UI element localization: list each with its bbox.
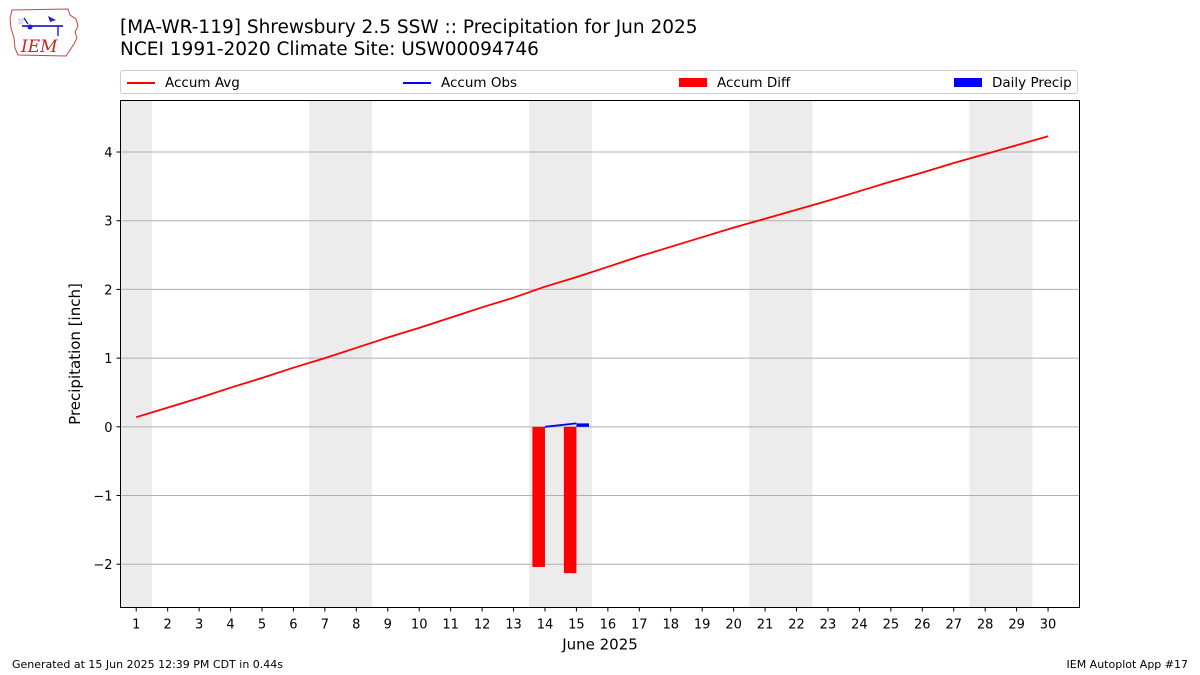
title-line-2: NCEI 1991-2020 Climate Site: USW00094746 [120, 39, 539, 60]
x-tick-label: 7 [321, 618, 329, 633]
y-tick-label: 4 [104, 146, 112, 161]
x-tick-label: 17 [631, 618, 648, 633]
y-tick-label: 2 [104, 283, 112, 298]
title-line-1: [MA-WR-119] Shrewsbury 2.5 SSW :: Precip… [120, 17, 698, 38]
x-tick-label: 22 [788, 618, 805, 633]
x-tick-label: 5 [258, 618, 266, 633]
x-tick-label: 2 [164, 618, 172, 633]
y-axis-label: Precipitation [inch] [66, 283, 84, 425]
legend-swatch-daily-precip [954, 78, 982, 87]
x-tick-label: 26 [914, 618, 931, 633]
legend-item-accum-avg: Accum Avg [127, 74, 240, 91]
x-tick-label: 29 [1008, 618, 1025, 633]
x-tick-label: 4 [226, 618, 234, 633]
x-tick-label: 18 [662, 618, 679, 633]
y-tick-label: −2 [93, 558, 112, 573]
legend-item-daily-precip: Daily Precip [954, 74, 1072, 91]
y-tick-label: 1 [104, 352, 112, 367]
legend-label-accum-diff: Accum Diff [717, 74, 791, 91]
x-tick-label: 1 [132, 618, 140, 633]
legend-label-daily-precip: Daily Precip [992, 74, 1072, 91]
weekend-band [309, 100, 373, 608]
x-tick-label: 10 [411, 618, 428, 633]
y-tick-label: 3 [104, 215, 112, 230]
weekend-band [749, 100, 813, 608]
x-tick-label: 11 [442, 618, 459, 633]
x-tick-label: 23 [820, 618, 837, 633]
x-tick-label: 15 [568, 618, 585, 633]
x-axis-label: June 2025 [561, 636, 638, 654]
series-line-accum-avg [135, 135, 1049, 419]
app-note: IEM Autoplot App #17 [1066, 658, 1189, 671]
x-tick-label: 12 [474, 618, 491, 633]
x-tick-label: 6 [289, 618, 297, 633]
y-tick-label: 0 [104, 421, 112, 436]
x-tick-label: 19 [694, 618, 711, 633]
x-tick-label: 21 [757, 618, 774, 633]
legend-item-accum-diff: Accum Diff [679, 74, 790, 91]
legend-swatch-accum-avg [127, 81, 155, 84]
generated-note: Generated at 15 Jun 2025 12:39 PM CDT in… [12, 658, 284, 671]
weekend-band [969, 100, 1033, 608]
x-tick-label: 28 [977, 618, 994, 633]
x-tick-label: 13 [505, 618, 522, 633]
bar-daily-precip [576, 423, 589, 427]
y-tick-label: −1 [93, 490, 112, 505]
x-tick-label: 27 [945, 618, 962, 633]
legend-swatch-accum-diff [679, 78, 707, 87]
legend-label-accum-obs: Accum Obs [441, 74, 518, 91]
x-tick-label: 20 [725, 618, 742, 633]
x-tick-label: 14 [537, 618, 554, 633]
x-tick-label: 25 [883, 618, 900, 633]
bar-accum-diff [532, 426, 545, 567]
chart-title: [MA-WR-119] Shrewsbury 2.5 SSW :: Precip… [120, 17, 698, 61]
legend: Accum Avg Accum Obs Accum Diff Daily Pre… [120, 70, 1078, 94]
x-tick-label: 30 [1040, 618, 1057, 633]
x-tick-label: 3 [195, 618, 203, 633]
bar-accum-diff [563, 426, 577, 574]
plot-frame [120, 100, 1080, 608]
legend-item-accum-obs: Accum Obs [403, 74, 517, 91]
svg-text:IEM: IEM [20, 37, 58, 57]
x-tick-label: 24 [851, 618, 868, 633]
legend-swatch-accum-obs [403, 81, 431, 84]
svg-text:⛆: ⛆ [18, 18, 24, 26]
x-tick-label: 8 [352, 618, 360, 633]
x-tick-label: 9 [384, 618, 392, 633]
iem-logo: ⛆ IEM [8, 6, 80, 58]
x-tick-label: 16 [600, 618, 617, 633]
weekend-band [120, 100, 152, 608]
legend-label-accum-avg: Accum Avg [165, 74, 240, 91]
series-line-accum-obs [544, 422, 577, 428]
